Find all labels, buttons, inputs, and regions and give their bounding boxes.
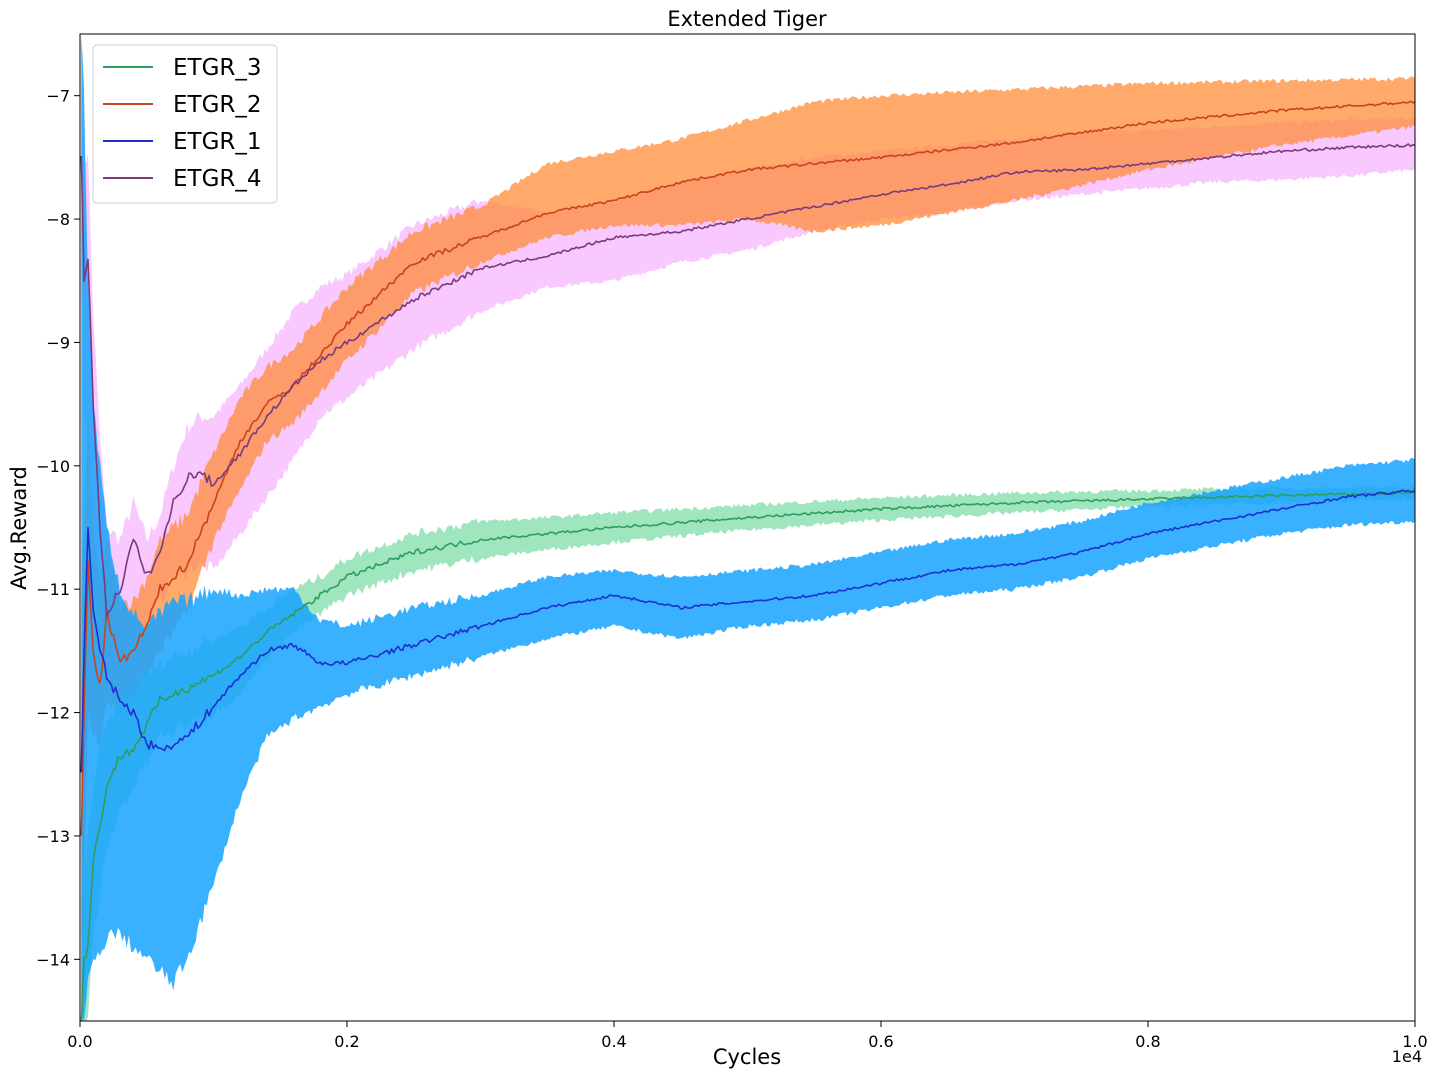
y-tick-label: −9 <box>46 333 70 352</box>
y-tick-label: −10 <box>36 457 70 476</box>
y-tick-label: −8 <box>46 210 70 229</box>
plot-area <box>79 33 1416 1022</box>
x-tick-label: 0.8 <box>1135 1032 1160 1051</box>
legend-label: ETGR_3 <box>173 55 262 81</box>
etgr-1-band <box>81 36 1415 1021</box>
legend-box <box>92 44 278 204</box>
legend-label: ETGR_4 <box>173 166 262 192</box>
etgr-3-line <box>80 491 1415 1021</box>
etgr-1-line <box>80 489 1415 773</box>
y-axis: −14 −13 −12 −11 −10 −9 −8 −7 <box>36 87 80 969</box>
etgr-2-line <box>80 100 1415 836</box>
x-tick-label: 1.0 <box>1402 1032 1427 1051</box>
x-axis-offset-label: 1e4 <box>1392 1047 1422 1066</box>
legend: ETGR_3 ETGR_2 ETGR_1 ETGR_4 <box>92 44 278 204</box>
legend-label: ETGR_1 <box>173 129 262 155</box>
plot-frame <box>79 33 1416 1022</box>
y-tick-label: −14 <box>36 950 70 969</box>
series-lines <box>80 100 1415 1021</box>
x-axis: 0.0 0.2 0.4 0.6 0.8 1.0 <box>67 1021 1428 1051</box>
y-tick-label: −7 <box>46 87 70 106</box>
x-tick-label: 0.2 <box>334 1032 359 1051</box>
x-tick-label: 0.4 <box>601 1032 626 1051</box>
legend-label: ETGR_2 <box>173 92 262 118</box>
x-tick-label: 0.0 <box>67 1032 92 1051</box>
confidence-bands <box>81 36 1415 1021</box>
y-axis-label: Avg.Reward <box>7 466 31 590</box>
etgr-3-band <box>81 485 1415 1021</box>
chart-title: Extended Tiger <box>667 7 827 31</box>
y-tick-label: −12 <box>36 704 70 723</box>
x-tick-label: 0.6 <box>868 1032 893 1051</box>
x-axis-label: Cycles <box>713 1045 781 1069</box>
etgr-4-band <box>81 79 1415 689</box>
y-tick-label: −11 <box>36 580 70 599</box>
etgr-4-line <box>80 143 1415 618</box>
y-tick-label: −13 <box>36 827 70 846</box>
